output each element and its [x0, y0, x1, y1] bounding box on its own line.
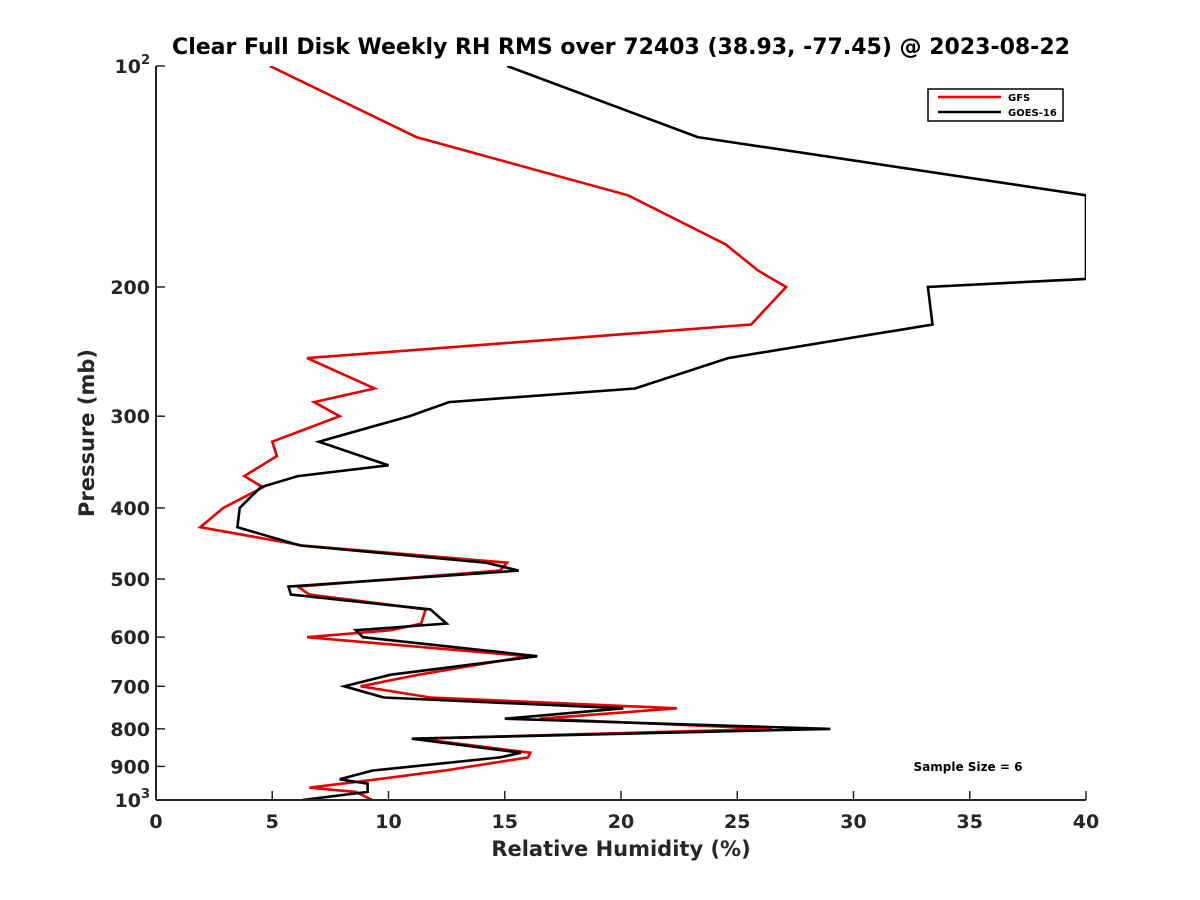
- y-tick-label: 700: [110, 676, 150, 698]
- sample-size-annotation: Sample Size = 6: [914, 760, 1023, 774]
- y-tick-label: 102: [115, 53, 151, 78]
- y-axis-ticks: 102 200 300 400 500 600 700 800 900 103: [110, 53, 165, 812]
- x-tick-label: 30: [840, 811, 866, 833]
- x-tick-label: 25: [724, 811, 750, 833]
- chart-title: Clear Full Disk Weekly RH RMS over 72403…: [172, 35, 1070, 60]
- x-tick-label: 5: [266, 811, 279, 833]
- y-tick-label: 400: [110, 498, 150, 520]
- legend-label-goes-16: GOES-16: [1008, 108, 1057, 119]
- y-tick-label: 103: [115, 787, 151, 812]
- x-tick-label: 35: [957, 811, 983, 833]
- x-axis-ticks: 0 5 10 15 20 25 30 35 40: [149, 791, 1099, 833]
- y-tick-label: 800: [110, 719, 150, 741]
- series-line-goes-16: [235, 66, 1086, 800]
- y-tick-label: 200: [110, 277, 150, 299]
- legend: GFS GOES-16: [927, 88, 1064, 122]
- x-tick-label: 10: [375, 811, 401, 833]
- x-tick-label: 20: [608, 811, 634, 833]
- x-tick-label: 15: [492, 811, 518, 833]
- y-tick-label: 900: [110, 756, 150, 778]
- y-axis-title: Pressure (mb): [75, 349, 99, 517]
- series-layer: [197, 66, 1086, 800]
- legend-label-gfs: GFS: [1008, 93, 1030, 104]
- y-tick-label: 300: [110, 406, 150, 428]
- y-tick-label: 600: [110, 627, 150, 649]
- x-axis-title: Relative Humidity (%): [491, 837, 750, 861]
- plot-area: [156, 66, 1086, 800]
- legend-box: [927, 88, 1064, 122]
- x-tick-label: 40: [1073, 811, 1099, 833]
- y-tick-label: 500: [110, 569, 150, 591]
- x-tick-label: 0: [149, 811, 162, 833]
